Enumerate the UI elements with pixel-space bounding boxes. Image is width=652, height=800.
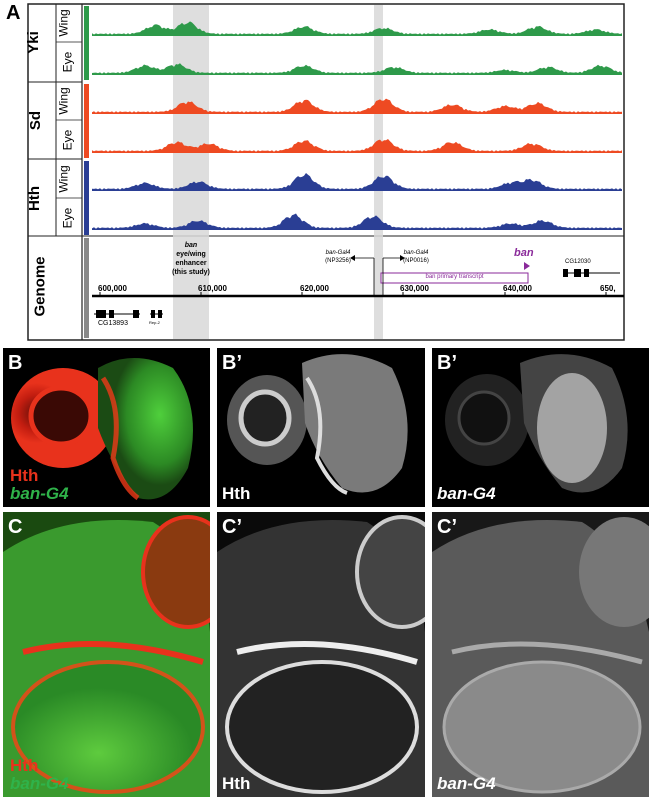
- hth-eye-label: Eye: [60, 207, 75, 229]
- transcript-label: ban primary transcript: [425, 274, 484, 280]
- np0016-label: ban-Gal4 (NP0016): [403, 250, 429, 264]
- genome-label: Genome: [31, 256, 49, 317]
- panel-b-hth-single-label: Hth: [222, 484, 251, 503]
- gene-cg12030-label: CG12030: [565, 259, 591, 265]
- np3256-label: ban-Gal4 (NP3256): [325, 250, 351, 264]
- panel-c-merge-image: [3, 512, 210, 797]
- yki-color-bar: [84, 6, 89, 80]
- panel-b-prime2-letter: B’: [437, 352, 457, 374]
- gene-rep2-label: Rep-2: [149, 320, 160, 325]
- panel-c-prime2-letter: C’: [437, 516, 457, 538]
- coverage-track: [92, 139, 622, 153]
- coord-620000: 620,000: [300, 284, 329, 293]
- panel-a-frame: [27, 3, 625, 341]
- panel-b-ban-label: ban-G4: [10, 484, 69, 503]
- panel-b-letter: B: [8, 352, 23, 374]
- panel-b-ban-image: [432, 348, 649, 507]
- sd-wing-label: Wing: [56, 87, 71, 115]
- coord-610000: 610,000: [198, 284, 227, 293]
- panel-a-figure: [27, 3, 625, 341]
- yki-label: Yki: [24, 31, 42, 54]
- panel-c-letter: C: [8, 516, 23, 538]
- hth-wing-label: Wing: [56, 165, 71, 193]
- ban-arrow-icon: [524, 262, 530, 270]
- sd-eye-label: Eye: [60, 129, 75, 151]
- sd-color-bar: [84, 84, 89, 158]
- ban-gene-label: ban: [514, 247, 534, 259]
- coord-630000: 630,000: [400, 284, 429, 293]
- yki-wing-label: Wing: [56, 9, 71, 37]
- panel-b-hth-label: Hth: [10, 466, 39, 485]
- yki-eye-label: Eye: [60, 51, 75, 73]
- coord-600000: 600,000: [98, 284, 127, 293]
- panel-c-ban-label: ban-G4: [10, 774, 69, 793]
- panel-b-prime1-letter: B’: [222, 352, 242, 374]
- genome-gray-bar: [84, 238, 89, 338]
- panel-c-ban-image: [432, 512, 649, 797]
- panel-c-hth-single-label: Hth: [222, 774, 251, 793]
- gene-rep2-icon: [150, 310, 163, 318]
- panel-c-ban-single-label: ban-G4: [437, 774, 496, 793]
- coord-650: 650,: [600, 284, 616, 293]
- sd-label: Sd: [27, 110, 45, 131]
- panel-c-prime1-letter: C’: [222, 516, 242, 538]
- panel-b-merge-image: [3, 348, 210, 507]
- enhancer-label: ban eye/wing enhancer (this study): [172, 242, 210, 276]
- panel-c-hth-image: [217, 512, 425, 797]
- panel-b-ban-single-label: ban-G4: [437, 484, 496, 503]
- ban-transcript-box: [380, 272, 529, 284]
- promoter-highlight: [374, 5, 383, 339]
- panel-c-hth-label: Hth: [10, 756, 39, 775]
- enhancer-highlight: [173, 5, 209, 339]
- panel-a-letter: A: [6, 2, 21, 24]
- coverage-track: [92, 98, 622, 114]
- hth-color-bar: [84, 161, 89, 235]
- gene-cg13893-icon: [94, 310, 140, 318]
- coverage-track: [92, 213, 622, 230]
- gene-cg13893-label: CG13893: [98, 320, 128, 327]
- gene-cg12030-icon: [563, 269, 620, 277]
- panel-b-hth-image: [217, 348, 425, 507]
- coverage-track: [92, 63, 622, 75]
- coverage-track: [92, 21, 622, 36]
- coverage-track: [92, 173, 622, 191]
- hth-label: Hth: [26, 186, 43, 211]
- coord-640000: 640,000: [503, 284, 532, 293]
